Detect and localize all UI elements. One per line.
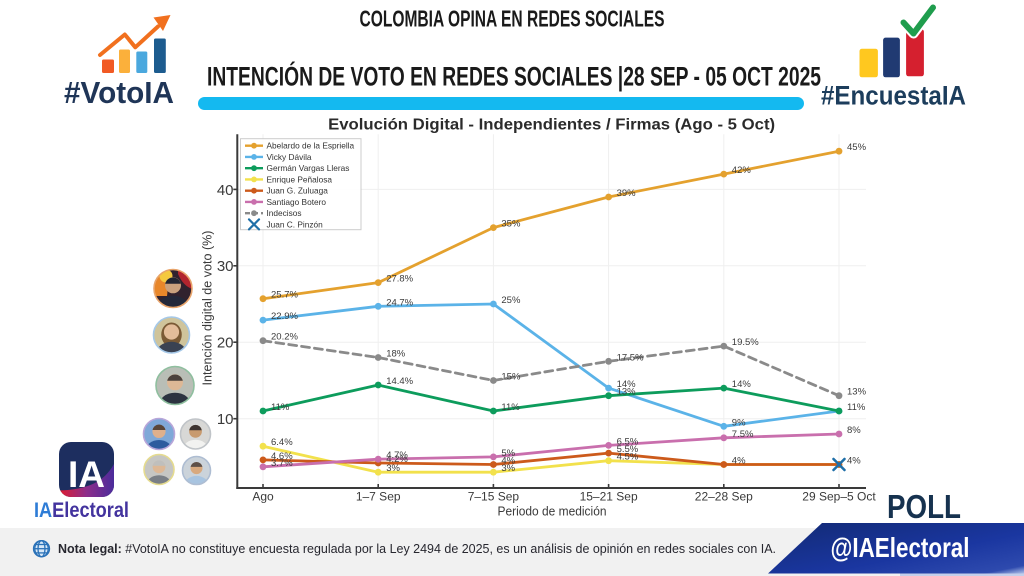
svg-text:9%: 9% — [732, 417, 746, 428]
svg-text:5%: 5% — [501, 448, 515, 459]
svg-text:22.9%: 22.9% — [271, 311, 298, 322]
svg-text:4.6%: 4.6% — [271, 451, 293, 462]
svg-text:Juan C. Pinzón: Juan C. Pinzón — [267, 219, 324, 229]
svg-text:35%: 35% — [501, 219, 521, 230]
svg-text:10: 10 — [217, 411, 234, 428]
svg-text:Ago: Ago — [252, 490, 274, 504]
svg-text:19.5%: 19.5% — [732, 337, 759, 348]
svg-text:4.5%: 4.5% — [617, 452, 639, 463]
svg-text:18%: 18% — [386, 349, 406, 360]
svg-text:6.5%: 6.5% — [617, 436, 639, 447]
svg-text:14%: 14% — [617, 379, 637, 390]
svg-text:25.7%: 25.7% — [271, 290, 298, 301]
svg-text:20.2%: 20.2% — [271, 332, 298, 343]
svg-text:7.5%: 7.5% — [732, 429, 754, 440]
svg-text:8%: 8% — [847, 425, 861, 436]
svg-text:4.7%: 4.7% — [386, 450, 408, 461]
svg-text:14.4%: 14.4% — [386, 376, 413, 387]
svg-text:6.4%: 6.4% — [271, 437, 293, 448]
svg-text:3.7%: 3.7% — [271, 458, 293, 469]
svg-text:4.2%: 4.2% — [386, 454, 408, 465]
svg-text:4%: 4% — [501, 456, 515, 467]
svg-text:Vicky Dávila: Vicky Dávila — [267, 152, 312, 162]
svg-text:3%: 3% — [501, 463, 515, 474]
svg-text:IA: IA — [68, 454, 105, 495]
svg-text:24.7%: 24.7% — [386, 297, 413, 308]
svg-text:#EncuestaIA: #EncuestaIA — [821, 81, 966, 111]
svg-text:11%: 11% — [271, 402, 290, 413]
svg-text:13%: 13% — [847, 387, 867, 398]
svg-text:27.8%: 27.8% — [386, 274, 413, 285]
svg-text:22–28 Sep: 22–28 Sep — [695, 490, 753, 504]
svg-text:7–15 Sep: 7–15 Sep — [468, 490, 520, 504]
svg-text:42%: 42% — [732, 165, 752, 176]
svg-text:5.5%: 5.5% — [617, 444, 639, 455]
svg-text:#VotoIA: #VotoIA — [64, 75, 174, 110]
svg-text:25%: 25% — [501, 295, 521, 306]
svg-text:@IAElectoral: @IAElectoral — [831, 532, 970, 563]
svg-text:40: 40 — [217, 182, 234, 199]
svg-text:COLOMBIA OPINA EN REDES SOCIAL: COLOMBIA OPINA EN REDES SOCIALES — [360, 6, 665, 32]
svg-text:1–7 Sep: 1–7 Sep — [356, 490, 401, 504]
svg-text:Nota legal: #VotoIA no constit: Nota legal: #VotoIA no constituye encues… — [58, 541, 776, 556]
svg-text:4%: 4% — [847, 456, 861, 467]
svg-text:15%: 15% — [501, 372, 521, 383]
svg-text:INTENCIÓN DE VOTO EN REDES SOC: INTENCIÓN DE VOTO EN REDES SOCIALES |28 … — [207, 61, 821, 92]
svg-text:Intención digital de voto (%): Intención digital de voto (%) — [200, 231, 215, 386]
svg-text:Santiago Botero: Santiago Botero — [267, 197, 327, 207]
svg-text:Enrique Peñalosa: Enrique Peñalosa — [267, 174, 333, 184]
svg-text:IAElectoral: IAElectoral — [34, 499, 129, 522]
svg-text:Juan G. Zuluaga: Juan G. Zuluaga — [267, 186, 329, 196]
svg-text:17.5%: 17.5% — [617, 352, 644, 363]
svg-text:11%: 11% — [501, 402, 520, 413]
svg-text:29 Sep–5 Oct: 29 Sep–5 Oct — [802, 490, 876, 504]
svg-text:Evolución Digital - Independie: Evolución Digital - Independientes / Fir… — [328, 117, 775, 134]
svg-text:39%: 39% — [617, 188, 637, 199]
svg-text:15–21 Sep: 15–21 Sep — [580, 490, 638, 504]
svg-text:11%: 11% — [847, 402, 866, 413]
svg-text:Indecisos: Indecisos — [267, 208, 302, 218]
svg-text:Abelardo de la Espriella: Abelardo de la Espriella — [267, 141, 355, 151]
svg-text:Germán Vargas Lleras: Germán Vargas Lleras — [267, 163, 350, 173]
svg-text:Periodo de medición: Periodo de medición — [498, 504, 607, 519]
svg-text:20: 20 — [217, 335, 234, 352]
svg-text:4%: 4% — [732, 456, 746, 467]
svg-text:30: 30 — [217, 258, 234, 275]
svg-text:3%: 3% — [386, 463, 400, 474]
svg-text:POLL: POLL — [887, 488, 961, 525]
svg-text:45%: 45% — [847, 142, 867, 153]
svg-text:14%: 14% — [732, 379, 752, 390]
svg-text:13%: 13% — [617, 387, 637, 398]
